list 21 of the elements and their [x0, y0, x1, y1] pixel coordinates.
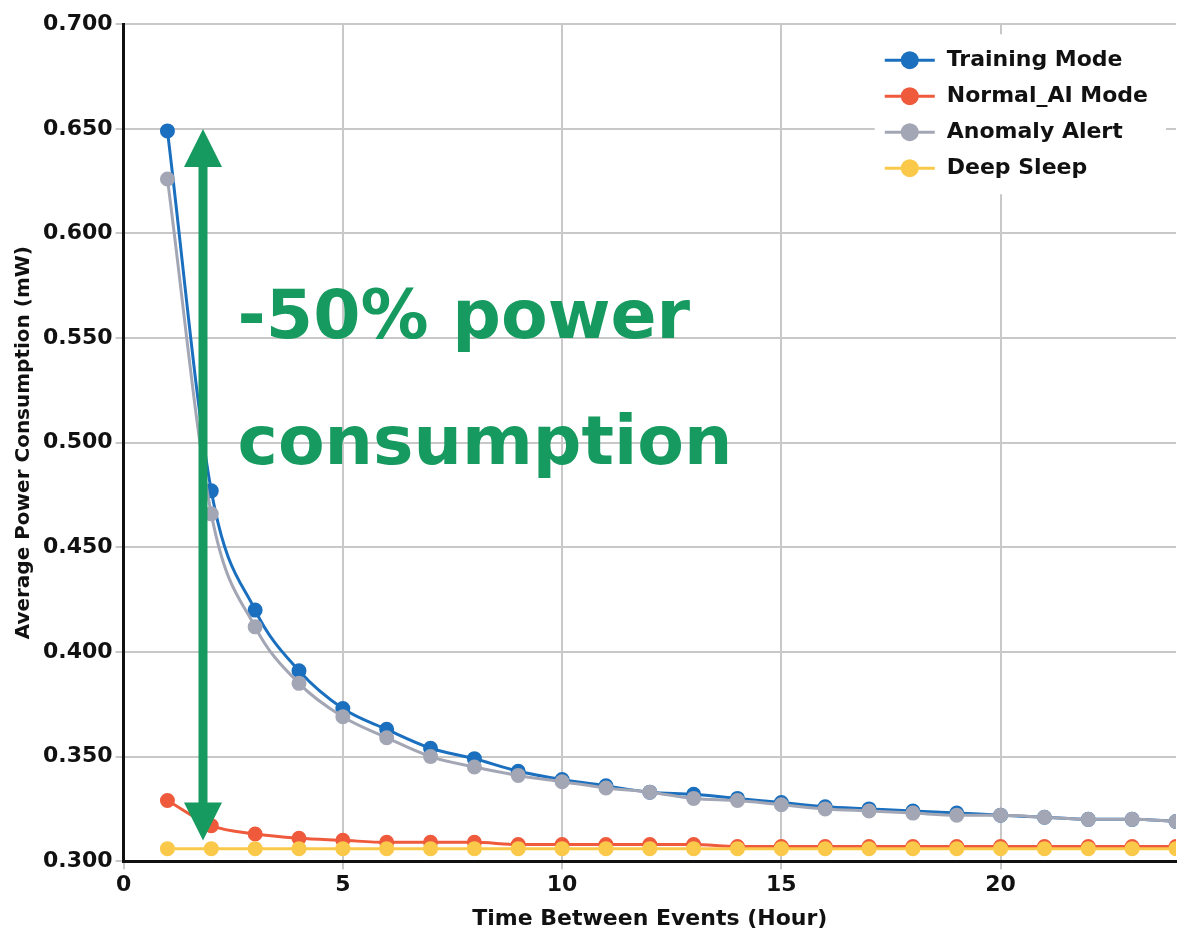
y-tick-label: 0.450	[42, 533, 113, 559]
x-axis-title: Time Between Events (Hour)	[472, 904, 828, 930]
x-tick-label: 20	[985, 871, 1016, 897]
y-tick-label: 0.400	[42, 637, 113, 663]
legend-label: Deep Sleep	[946, 153, 1088, 179]
annotation: -50% power consumption	[237, 275, 733, 480]
y-tick-label: 0.300	[42, 846, 113, 872]
y-tick-label: 0.500	[42, 428, 113, 454]
x-tick-label: 15	[766, 871, 797, 897]
y-tick-label: 0.350	[42, 742, 113, 768]
y-tick-label: 0.550	[42, 323, 113, 349]
legend-label: Training Mode	[946, 45, 1123, 71]
x-tick-label: 5	[335, 871, 351, 897]
legend-label: Normal_AI Mode	[946, 81, 1148, 107]
y-tick-label: 0.700	[42, 9, 113, 35]
y-tick-label: 0.650	[42, 114, 113, 140]
x-tick-label: 0	[115, 871, 132, 897]
x-tick-label: 10	[546, 871, 578, 897]
legend-label: Anomaly Alert	[946, 117, 1124, 143]
y-axis-title: Average Power Consumption (mW)	[10, 246, 35, 640]
y-tick-label: 0.600	[42, 219, 113, 245]
